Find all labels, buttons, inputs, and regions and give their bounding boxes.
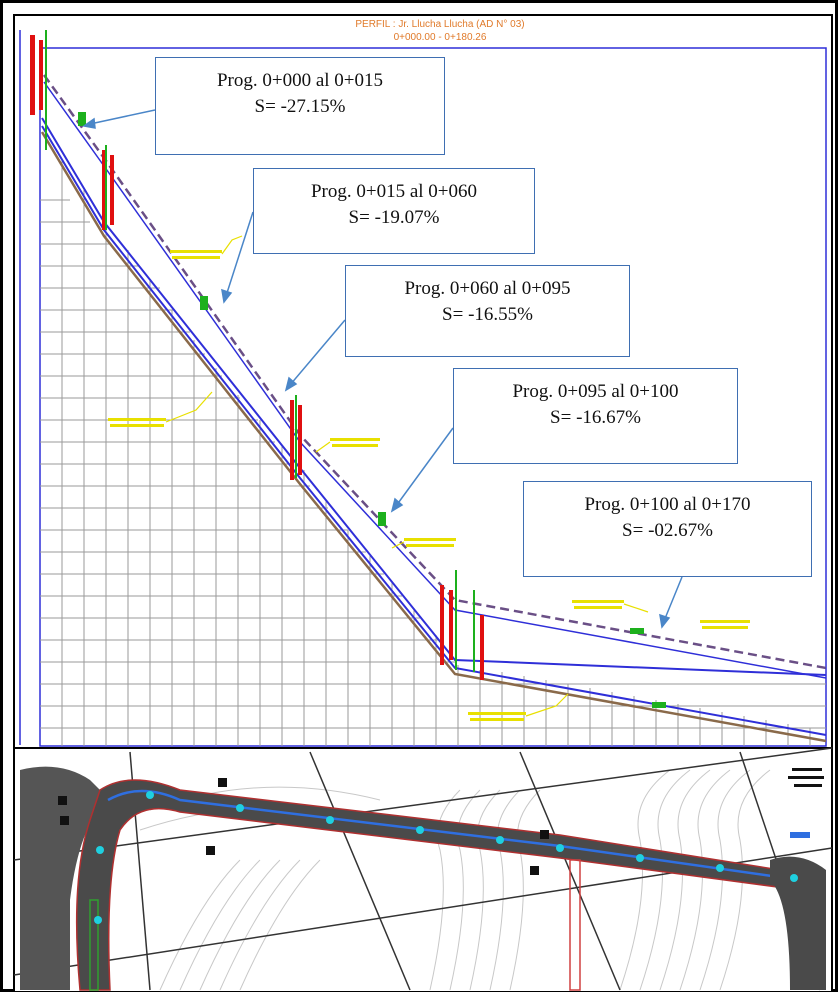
station-marker-3c (480, 615, 484, 680)
annotation-leaders (165, 235, 649, 717)
callout-slope: S= -16.67% (550, 407, 641, 428)
callout-slope: S= -02.67% (622, 520, 713, 541)
station-marker-0 (30, 35, 35, 115)
station-marker-3b (449, 590, 453, 660)
profile-title: PERFIL : Jr. Llucha Llucha (AD N° 03) 0+… (260, 18, 620, 44)
slope-callout-3: Prog. 0+060 al 0+095 S= -16.55% (345, 265, 630, 357)
slope-callout-4: Prog. 0+095 al 0+100 S= -16.67% (453, 368, 738, 464)
callout-range: Prog. 0+100 al 0+170 (584, 494, 751, 515)
plan-symbols (58, 778, 549, 875)
callout-range: Prog. 0+000 al 0+015 (216, 70, 384, 91)
callout-range: Prog. 0+060 al 0+095 (404, 278, 571, 299)
callout-slope: S= -16.55% (442, 304, 533, 325)
station-markers (30, 30, 484, 680)
annotation-labels (78, 112, 750, 721)
side-street (569, 859, 581, 991)
profile-title-line2: 0+000.00 - 0+180.26 (393, 32, 487, 43)
profile-title-line1: PERFIL : Jr. Llucha Llucha (AD N° 03) (355, 19, 525, 30)
slope-callout-2: Prog. 0+015 al 0+060 S= -19.07% (253, 168, 535, 254)
pipe-top (41, 125, 827, 736)
station-marker-0b (39, 40, 43, 110)
callout-slope: S= -19.07% (348, 207, 440, 228)
station-marker-2b (298, 405, 302, 475)
pipe-bottom (40, 131, 827, 743)
manhole-markers (94, 791, 798, 924)
road-main (75, 779, 801, 991)
callout-slope: S= -27.15% (254, 96, 346, 117)
profile-grid (61, 160, 811, 746)
green-strip (89, 899, 99, 991)
plan-section (13, 747, 833, 992)
station-marker-1 (102, 150, 106, 230)
road-left-area (20, 766, 110, 990)
plan-title-block (788, 768, 824, 787)
plan-blue-tag (790, 832, 810, 838)
profile-grid-horizontal (40, 199, 826, 729)
station-marker-1b (110, 155, 114, 225)
callout-arrows (82, 109, 683, 629)
station-marker-3 (440, 585, 444, 665)
station-marker-2 (290, 400, 294, 480)
slope-callout-1: Prog. 0+000 al 0+015 S= -27.15% (155, 57, 445, 155)
road-branch-right (770, 856, 826, 990)
callout-range: Prog. 0+015 al 0+060 (310, 181, 478, 202)
callout-range: Prog. 0+095 al 0+100 (512, 381, 679, 402)
slope-callout-5: Prog. 0+100 al 0+170 S= -02.67% (523, 481, 812, 577)
profile-inner-border (39, 47, 827, 747)
